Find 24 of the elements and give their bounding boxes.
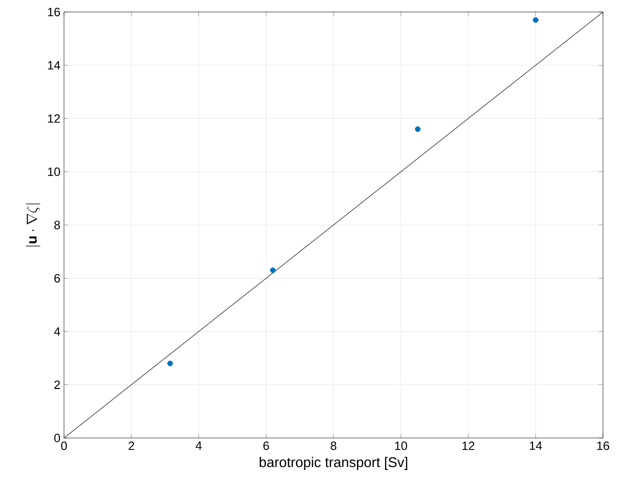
- y-tick-label: 2: [54, 380, 60, 389]
- y-tick-label: 6: [54, 274, 60, 282]
- x-tick-label: 14: [530, 442, 542, 450]
- point: [414, 126, 421, 132]
- x-tick-label: 12: [462, 442, 474, 450]
- y-tick-label: 14: [48, 61, 60, 70]
- y-axis-title: $|\mathbf{u}\cdot\nabla\zeta|$: [26, 204, 40, 246]
- x-axis-title: barotropic transport [Sv]: [260, 456, 408, 470]
- y-tick-label: 16: [48, 8, 60, 16]
- x-tick-label: 2: [128, 442, 134, 450]
- x-tick-label: 4: [196, 442, 202, 450]
- x-tick-label: 6: [263, 442, 269, 450]
- point: [270, 267, 276, 274]
- x-tick-label: 0: [61, 442, 67, 450]
- y-tick-label: 4: [54, 327, 60, 336]
- point: [167, 360, 173, 366]
- point: [532, 17, 538, 23]
- y-tick-label: 12: [48, 114, 60, 123]
- x-tick-label: 10: [395, 442, 408, 450]
- y-tick-label: 10: [48, 168, 60, 176]
- x-tick-label: 8: [330, 442, 336, 450]
- y-tick-label: 8: [54, 220, 60, 230]
- y-tick-label: 0: [54, 434, 60, 442]
- x-tick-label: 16: [597, 442, 610, 450]
